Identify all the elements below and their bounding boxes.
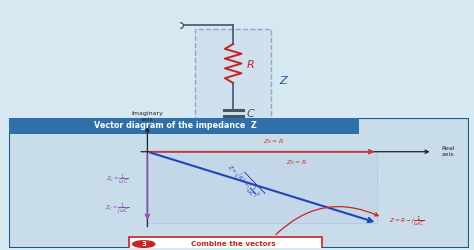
Text: $Z_R = R$: $Z_R = R$ xyxy=(286,158,307,168)
Text: $Z = \sqrt{R^2+\!\left(\dfrac{1}{\omega C}\right)^{\!2}}$: $Z = \sqrt{R^2+\!\left(\dfrac{1}{\omega … xyxy=(223,160,265,203)
FancyBboxPatch shape xyxy=(147,152,377,223)
Text: $Z_C = \dfrac{1}{j\omega C}$: $Z_C = \dfrac{1}{j\omega C}$ xyxy=(105,201,129,216)
FancyBboxPatch shape xyxy=(9,118,469,248)
Text: $Z = R - j\dfrac{1}{\omega C}$: $Z = R - j\dfrac{1}{\omega C}$ xyxy=(389,214,424,228)
Text: Imaginary
axis: Imaginary axis xyxy=(131,111,164,122)
Text: $Z_C = \dfrac{1}{\omega C}$: $Z_C = \dfrac{1}{\omega C}$ xyxy=(106,172,129,186)
Text: Combine the vectors: Combine the vectors xyxy=(191,241,275,247)
Circle shape xyxy=(133,241,155,247)
Text: $Z$: $Z$ xyxy=(279,74,289,86)
FancyBboxPatch shape xyxy=(129,236,322,250)
Text: Vector diagram of the impedance  Z: Vector diagram of the impedance Z xyxy=(94,121,256,130)
Text: 3: 3 xyxy=(141,241,146,247)
Text: $R$: $R$ xyxy=(246,58,255,70)
Text: Real
axis: Real axis xyxy=(442,146,455,157)
Text: $Z_R = R$: $Z_R = R$ xyxy=(264,137,284,146)
FancyBboxPatch shape xyxy=(9,118,359,134)
Text: $C$: $C$ xyxy=(246,107,256,119)
FancyBboxPatch shape xyxy=(195,29,271,143)
